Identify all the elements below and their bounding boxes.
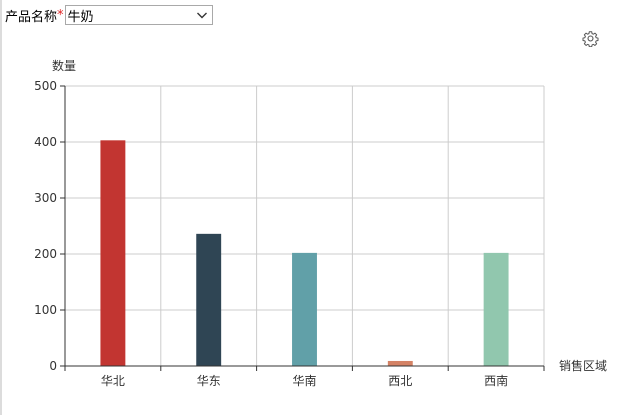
x-tick-label: 华东: [197, 374, 221, 388]
bar-4: [387, 360, 413, 366]
grid-layer: [65, 85, 545, 366]
y-tick-label: 500: [34, 79, 57, 93]
bar-5: [483, 252, 509, 366]
y-axis-label: 数量: [52, 58, 76, 73]
y-tick-label: 400: [34, 135, 57, 149]
gear-icon[interactable]: [582, 30, 599, 47]
product-name-select[interactable]: 牛奶: [64, 5, 213, 25]
x-tick-label: 华北: [101, 374, 125, 388]
filter-bar: 产品名称 * 牛奶: [5, 4, 213, 26]
axis-layer: 0 100 200 300 400 500 华北 华东 华南 西北 西南: [34, 79, 545, 388]
y-tick-label: 300: [34, 191, 57, 205]
y-tick-label: 100: [34, 303, 57, 317]
bars-layer: [100, 140, 509, 366]
x-tick-label: 西北: [388, 374, 412, 388]
chevron-down-icon: [196, 12, 207, 19]
x-tick-label: 西南: [484, 373, 508, 388]
product-name-label: 产品名称: [5, 9, 58, 25]
bar-2: [196, 233, 222, 366]
x-tick-label: 华南: [292, 373, 316, 388]
y-tick-label: 200: [34, 247, 57, 261]
bar-3: [292, 252, 317, 366]
left-divider: [0, 0, 2, 415]
y-tick-label: 0: [49, 359, 57, 373]
product-name-select-value: 牛奶: [67, 9, 94, 25]
x-axis-label: 销售区域: [559, 358, 607, 373]
required-mark: *: [57, 7, 64, 23]
bar-1: [100, 140, 126, 366]
